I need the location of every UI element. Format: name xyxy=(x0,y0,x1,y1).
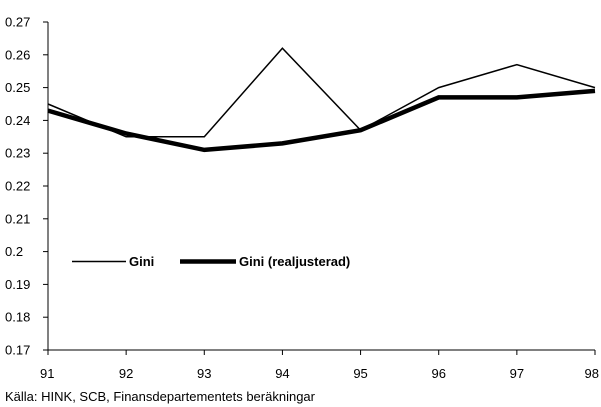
x-tick-label-1: 92 xyxy=(119,366,133,381)
legend: Gini Gini (realjusterad) xyxy=(72,254,350,269)
x-tick-label-2: 93 xyxy=(197,366,211,381)
x-tick-label-5: 96 xyxy=(431,366,445,381)
x-axis: 91 92 93 94 95 96 97 98 xyxy=(40,349,599,381)
legend-label-1: Gini (realjusterad) xyxy=(239,254,350,269)
x-tick-label-7: 98 xyxy=(585,366,599,381)
y-tick-label-4: 0.21 xyxy=(5,211,30,226)
y-tick-label-8: 0.25 xyxy=(5,80,30,95)
x-tick-label-6: 97 xyxy=(510,366,524,381)
x-tick-label-3: 94 xyxy=(275,366,289,381)
x-tick-label-0: 91 xyxy=(40,366,54,381)
series-line-1 xyxy=(47,88,596,153)
y-tick-label-1: 0.18 xyxy=(5,310,30,325)
x-tick-label-4: 95 xyxy=(353,366,367,381)
y-tick-label-9: 0.26 xyxy=(5,47,30,62)
source-note: Källa: HINK, SCB, Finansdepartementets b… xyxy=(5,389,316,404)
y-tick-label-3: 0.2 xyxy=(5,244,23,259)
y-tick-label-10: 0.27 xyxy=(5,15,30,30)
series-lines xyxy=(47,47,596,153)
y-tick-label-0: 0.17 xyxy=(5,343,30,358)
y-axis: 0.17 0.18 0.19 0.2 0.21 0.22 0.23 0.24 0.25 0.26 0… xyxy=(5,15,49,358)
y-tick-label-7: 0.24 xyxy=(5,113,30,128)
y-tick-label-2: 0.19 xyxy=(5,277,30,292)
y-tick-label-6: 0.23 xyxy=(5,146,30,161)
y-tick-label-5: 0.22 xyxy=(5,179,30,194)
series-line-0 xyxy=(47,47,596,138)
legend-label-0: Gini xyxy=(129,254,154,269)
